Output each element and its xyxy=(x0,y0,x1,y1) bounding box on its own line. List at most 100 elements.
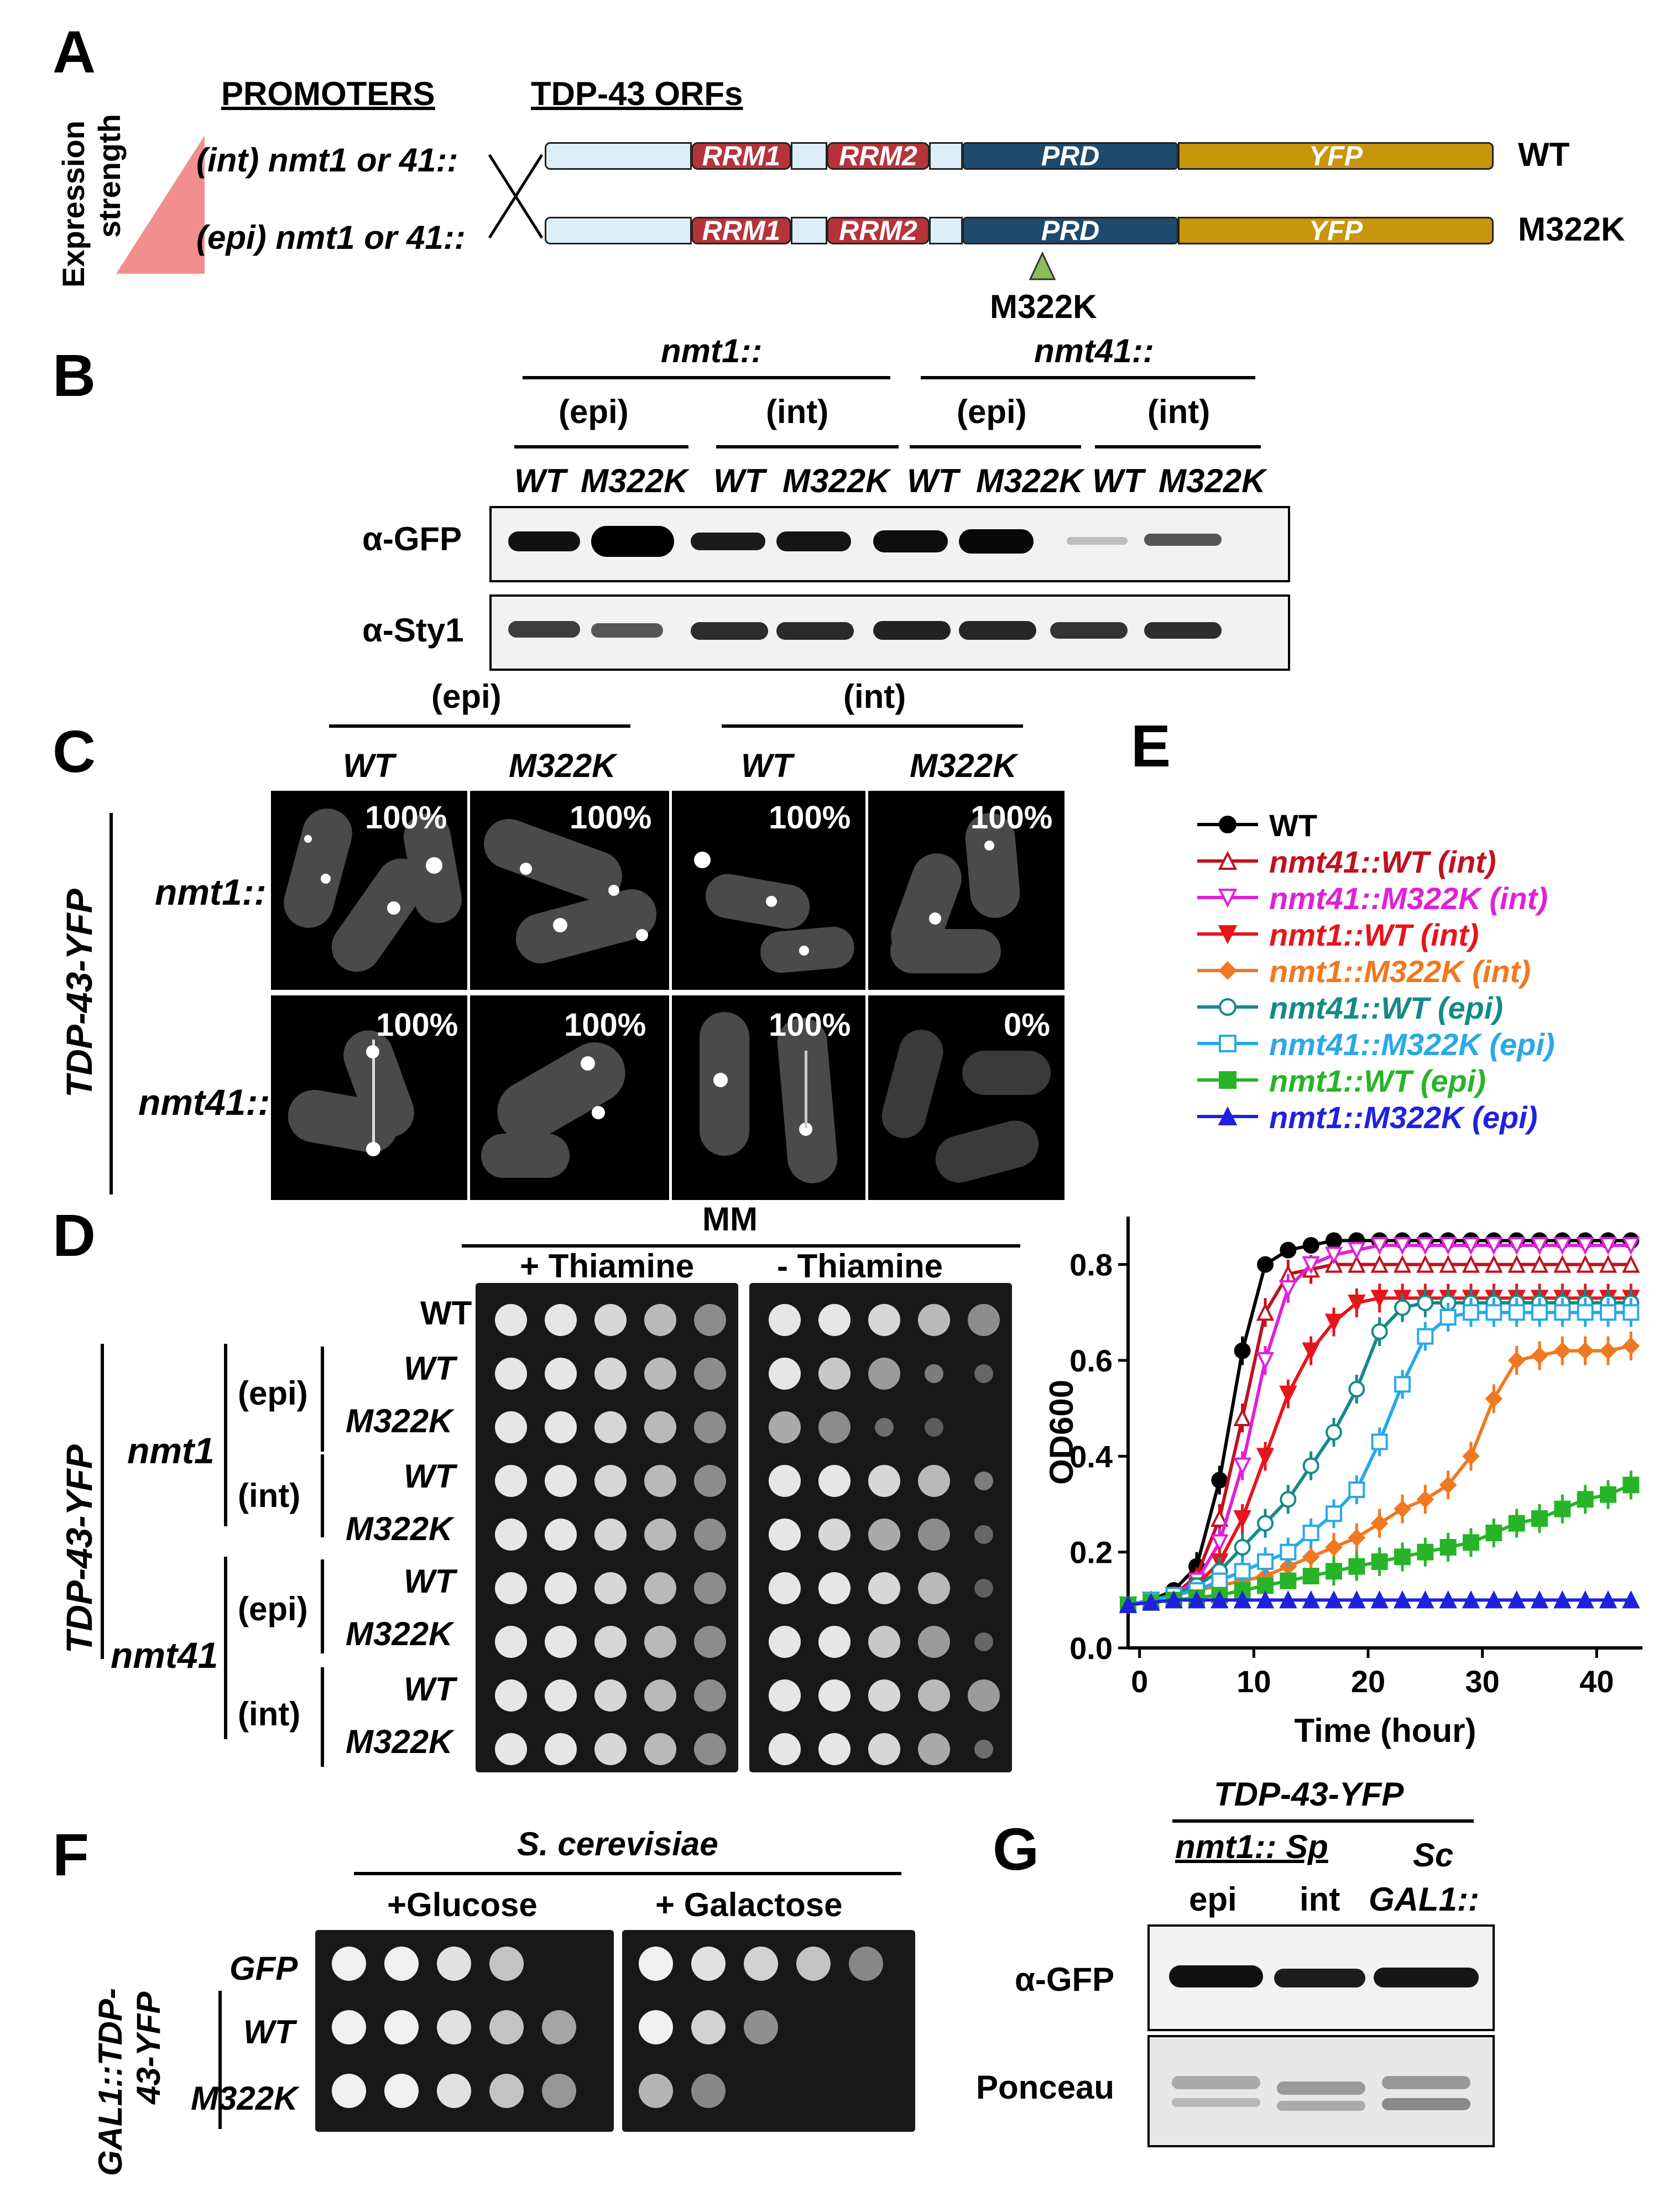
data-point xyxy=(1233,1408,1251,1426)
data-point xyxy=(1417,1328,1434,1345)
data-point xyxy=(1234,1342,1251,1359)
data-point xyxy=(1577,1491,1594,1508)
rrm1-domain: RRM1 xyxy=(691,142,791,170)
colony-spot xyxy=(495,1626,527,1658)
data-point xyxy=(1234,1563,1251,1580)
data-point xyxy=(1507,1352,1526,1369)
legend-label: nmt1::WT (epi) xyxy=(1269,1063,1486,1098)
d-sub: (int) xyxy=(238,1477,301,1514)
c-group-int: (int) xyxy=(843,678,906,715)
colony-spot xyxy=(974,1364,993,1383)
colony-spot xyxy=(918,1572,950,1604)
data-point xyxy=(1622,1304,1640,1321)
percent-label: 100% xyxy=(365,800,447,836)
colony-spot xyxy=(769,1572,801,1604)
colony-spot xyxy=(594,1679,627,1712)
plate-glucose xyxy=(315,1930,614,2132)
d-bar-sub xyxy=(321,1559,324,1653)
data-point xyxy=(1531,1347,1548,1365)
colony-spot xyxy=(545,1519,577,1551)
data-point xyxy=(1439,1255,1457,1273)
data-point xyxy=(1302,1342,1320,1361)
data-point xyxy=(1622,1255,1640,1273)
panel-label-c: C xyxy=(53,718,96,785)
percent-label: 100% xyxy=(564,1007,646,1043)
g-blot-ponceau xyxy=(1147,2035,1495,2147)
data-point xyxy=(1370,1590,1389,1609)
mutation-marker-icon xyxy=(1029,252,1056,280)
colony-spot xyxy=(818,1304,851,1336)
colony-spot xyxy=(694,1626,726,1658)
rule-d-mm xyxy=(462,1244,1020,1248)
mutation-marker-label: M322K xyxy=(990,288,1097,325)
colony-spot xyxy=(489,2010,524,2044)
data-point xyxy=(1233,1510,1251,1528)
colony-spot xyxy=(545,1304,577,1336)
data-point xyxy=(1622,1337,1640,1355)
data-point xyxy=(1233,1457,1251,1476)
legend-label: nmt41::M322K (int) xyxy=(1269,881,1548,916)
colony-spot xyxy=(769,1733,801,1765)
plate-plus-thiamine xyxy=(476,1283,738,1772)
data-point xyxy=(1576,1255,1594,1273)
data-point xyxy=(1554,1500,1571,1517)
data-point xyxy=(1530,1237,1549,1255)
d-row-label: M322K xyxy=(346,1402,453,1439)
colony-spot xyxy=(594,1572,627,1604)
data-point xyxy=(1348,1558,1365,1575)
data-point xyxy=(1554,1304,1571,1321)
promoters-header: PROMOTERS xyxy=(221,75,435,112)
d-row-label: WT xyxy=(404,1458,456,1495)
data-point xyxy=(1485,1304,1502,1321)
micrograph: 100% xyxy=(271,995,467,1200)
data-point xyxy=(1416,1590,1434,1609)
data-point xyxy=(1302,1590,1320,1609)
panel-label-b: B xyxy=(53,342,96,409)
colony-spot xyxy=(744,1947,778,1981)
data-point xyxy=(1599,1342,1617,1360)
data-point xyxy=(1530,1590,1549,1609)
d-medium: MM xyxy=(702,1201,758,1238)
data-point xyxy=(1439,1237,1457,1255)
colony-spot xyxy=(818,1358,851,1390)
data-point xyxy=(1324,1313,1343,1332)
colony-spot xyxy=(644,1358,676,1390)
prd-domain: PRD xyxy=(962,142,1178,170)
colony-spot xyxy=(644,1679,676,1712)
data-point xyxy=(1508,1304,1525,1321)
data-point xyxy=(1416,1490,1434,1509)
data-point xyxy=(1324,1246,1343,1265)
panel-label-d: D xyxy=(53,1202,96,1269)
colony-spot xyxy=(495,1465,527,1497)
data-point xyxy=(1600,1486,1616,1503)
colony-spot xyxy=(918,1304,950,1336)
data-point xyxy=(1348,1381,1365,1397)
d-row-label: WT xyxy=(420,1295,472,1332)
data-point xyxy=(1326,1563,1342,1580)
colony-spot xyxy=(868,1626,900,1658)
data-point xyxy=(1393,1237,1412,1255)
colony-spot xyxy=(644,1411,676,1443)
data-point xyxy=(1348,1255,1366,1273)
colony-spot xyxy=(974,1632,993,1651)
data-point xyxy=(1233,1590,1251,1609)
lane-label: WT xyxy=(713,462,765,499)
colony-spot xyxy=(868,1465,900,1497)
f-side-bar xyxy=(218,1991,222,2129)
colony-spot xyxy=(644,1465,676,1497)
colony-spot xyxy=(868,1733,900,1765)
data-point xyxy=(1394,1500,1411,1518)
colony-spot xyxy=(594,1626,627,1658)
y-tick-label: 0.4 xyxy=(1069,1439,1113,1474)
colony-spot xyxy=(925,1364,943,1383)
y-tick-label: 0.6 xyxy=(1069,1343,1113,1378)
colony-spot xyxy=(639,2074,673,2108)
rule-g xyxy=(1172,1819,1474,1823)
lane-label: M322K xyxy=(1159,462,1266,499)
x-tick-label: 20 xyxy=(1351,1664,1385,1699)
colony-spot xyxy=(694,1733,726,1765)
yfp-domain: YFP xyxy=(1178,217,1494,244)
f-row-label: GFP xyxy=(229,1950,298,1987)
data-point xyxy=(1508,1515,1525,1532)
panel-label-g: G xyxy=(993,1815,1040,1882)
